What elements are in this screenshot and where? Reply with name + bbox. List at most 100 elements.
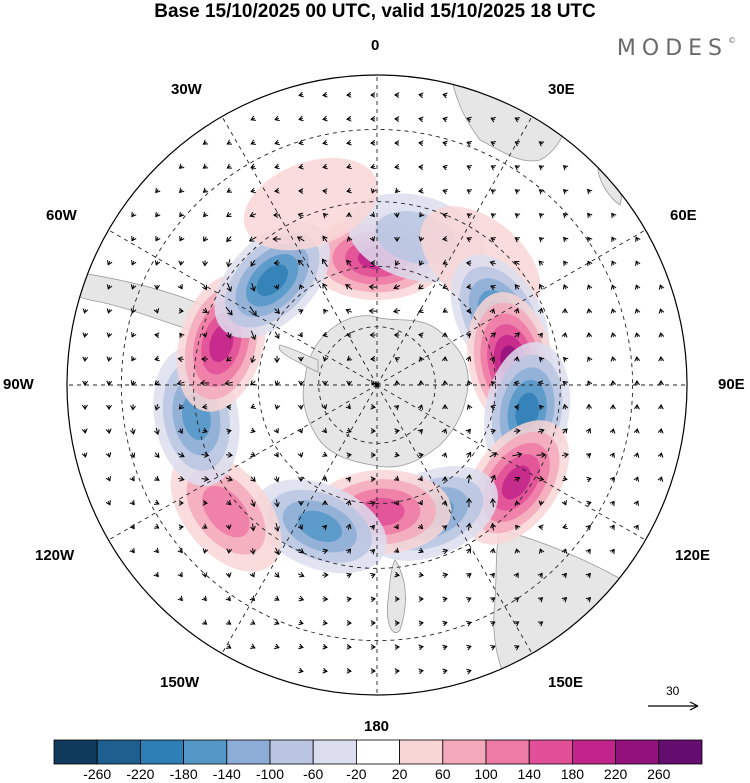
lon-label-30w: 30W	[171, 81, 202, 98]
wind-arrow	[202, 260, 209, 267]
wind-arrow	[394, 428, 400, 435]
wind-arrow	[346, 187, 352, 194]
wind-arrow	[81, 404, 88, 410]
wind-arrow	[609, 500, 615, 507]
wind-arrow	[345, 499, 352, 506]
lon-label-120e: 120E	[675, 547, 711, 564]
wind-arrow	[179, 211, 185, 218]
wind-arrow	[417, 428, 424, 435]
wind-arrow	[178, 260, 185, 266]
wind-arrow	[178, 163, 185, 169]
wind-arrow	[250, 163, 256, 169]
wind-arrow	[514, 284, 520, 290]
wind-arrow	[346, 139, 352, 146]
colorbar-box	[269, 739, 314, 765]
wind-arrow	[370, 476, 376, 483]
wind-arrow	[370, 92, 376, 98]
wind-arrow	[442, 596, 448, 603]
wind-arrow	[322, 91, 328, 98]
wind-arrow	[274, 595, 280, 601]
wind-arrow	[537, 380, 544, 387]
wind-arrow	[466, 451, 472, 458]
wind-arrow	[105, 500, 111, 506]
wind-arrow	[418, 140, 424, 147]
wind-arrow	[538, 524, 544, 531]
wind-arrow	[346, 115, 352, 122]
wind-arrow	[298, 91, 304, 98]
wind-arrow	[273, 476, 280, 483]
wind-arrow	[587, 380, 593, 386]
wind-arrow	[274, 115, 280, 122]
wind-arrow	[586, 308, 593, 314]
anomaly-high-14	[243, 157, 379, 251]
wind-arrow	[81, 428, 88, 434]
wind-arrow	[585, 427, 592, 434]
wind-arrow	[393, 212, 400, 218]
wind-arrow	[250, 451, 256, 457]
wind-arrow	[514, 117, 520, 123]
wind-arrow	[490, 189, 497, 195]
south-pole-marker	[375, 383, 379, 387]
wind-arrow	[345, 284, 353, 290]
wind-arrow	[298, 476, 305, 482]
colorbar-box	[615, 739, 660, 765]
wind-arrow	[513, 380, 520, 387]
colorbar-box	[485, 739, 530, 765]
colorbar-tick-label: -60	[303, 766, 323, 782]
wind-arrow	[226, 259, 232, 268]
anomaly-contour	[501, 465, 531, 500]
wind-arrow	[106, 356, 113, 362]
wind-arrow	[466, 668, 472, 675]
wind-arrow	[368, 308, 377, 314]
wind-arrow	[226, 282, 232, 292]
wind-arrow	[561, 572, 567, 579]
wind-arrow	[298, 500, 304, 506]
wind-arrow	[489, 308, 496, 314]
wind-arrow	[513, 261, 520, 266]
wind-arrow	[370, 260, 376, 266]
wind-arrow	[538, 165, 545, 171]
wind-arrow	[155, 187, 161, 194]
wind-arrow	[441, 525, 448, 531]
wind-arrow	[131, 260, 137, 266]
wind-arrow	[369, 236, 376, 242]
wind-arrow	[393, 236, 400, 243]
wind-arrow	[394, 187, 401, 194]
wind-arrow	[369, 548, 376, 555]
wind-arrow	[658, 356, 665, 362]
wind-arrow	[106, 284, 113, 290]
wind-arrow	[226, 404, 232, 411]
wind-arrow	[418, 164, 424, 171]
wind-arrow	[154, 499, 160, 505]
wind-arrow	[514, 213, 521, 219]
wind-arrow	[346, 355, 353, 361]
lon-label-30e: 30E	[548, 81, 575, 98]
anomaly-low-13	[214, 222, 330, 338]
wind-arrow	[370, 355, 376, 362]
wind-arrow	[129, 452, 136, 459]
wind-arrow	[105, 428, 112, 435]
meridian	[108, 384, 378, 541]
latitude-circle	[120, 128, 634, 642]
wind-arrow	[657, 404, 664, 410]
wind-arrow	[490, 141, 496, 147]
wind-arrow	[155, 235, 161, 242]
wind-vectors	[81, 91, 665, 675]
wind-arrow	[370, 596, 376, 603]
wind-arrow	[322, 115, 328, 122]
wind-arrow	[153, 308, 160, 314]
wind-arrow	[418, 284, 424, 290]
wind-arrow	[490, 621, 496, 627]
wind-arrow	[513, 356, 520, 362]
colorbar-tick-label: 140	[518, 766, 542, 782]
wind-arrow	[274, 619, 280, 625]
wind-arrow	[489, 572, 495, 579]
wind-arrow	[490, 237, 496, 243]
wind-arrow	[562, 475, 568, 482]
wind-arrow	[466, 573, 472, 579]
wind-arrow	[417, 523, 424, 530]
wind-arrow	[489, 356, 495, 362]
colorbar-tick-label: 60	[435, 766, 451, 782]
wind-arrow	[466, 404, 473, 410]
wind-arrow	[418, 332, 424, 339]
